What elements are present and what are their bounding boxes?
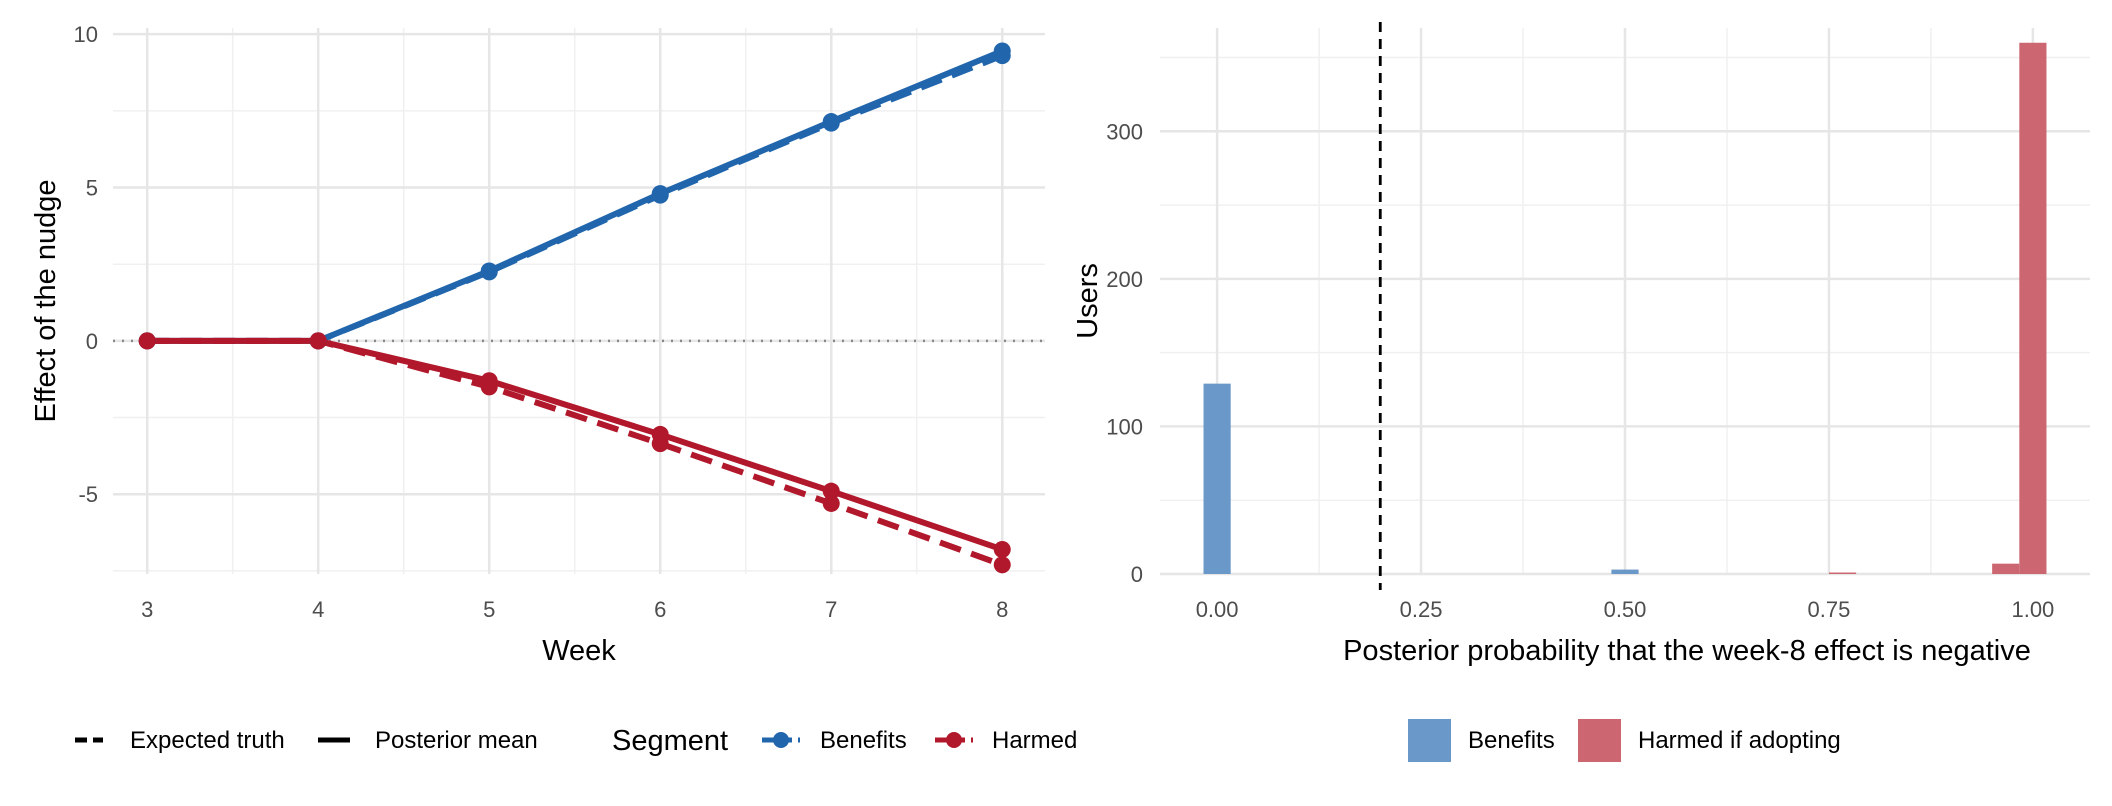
right-grid-major bbox=[1160, 28, 2090, 576]
y-tick-label: 5 bbox=[86, 176, 98, 201]
legend-key-benefits-point bbox=[773, 732, 789, 748]
left-grid-minor bbox=[113, 28, 1045, 574]
line-harmed-posterior-mean bbox=[147, 337, 1004, 553]
x-tick-label: 6 bbox=[654, 597, 666, 622]
right-x-tick-labels: 0.00 0.25 0.50 0.75 1.00 bbox=[1196, 597, 2055, 622]
right-grid-minor bbox=[1160, 28, 2090, 574]
left-x-axis-title: Week bbox=[542, 635, 616, 667]
bar-benefits-0 bbox=[1203, 383, 1231, 574]
y-tick-label: 0 bbox=[1131, 562, 1143, 587]
point-harmed-week-6 bbox=[651, 425, 669, 443]
x-tick-label: 0.50 bbox=[1604, 597, 1647, 622]
point-harmed-week-5 bbox=[480, 372, 498, 390]
legend-label-harmed: Harmed bbox=[992, 727, 1077, 754]
x-tick-label: 0.25 bbox=[1400, 597, 1443, 622]
legend-label-expected-truth: Expected truth bbox=[130, 727, 285, 754]
legend-label-posterior-mean: Posterior mean bbox=[375, 727, 538, 754]
legend-key-harmed-point bbox=[946, 732, 962, 748]
bar-harmed-if-adopting-0.7667 bbox=[1828, 572, 1857, 574]
right-x-axis-title: Posterior probability that the week-8 ef… bbox=[1343, 635, 2031, 667]
left-x-tick-labels: 3 4 5 6 7 8 bbox=[141, 597, 1008, 622]
point-harmed-week-4 bbox=[309, 332, 327, 350]
x-tick-label: 7 bbox=[825, 597, 837, 622]
point-benefits-week-6 bbox=[651, 185, 669, 203]
x-tick-label: 8 bbox=[996, 597, 1008, 622]
legend-key-benefits-fill bbox=[1408, 719, 1451, 762]
right-y-tick-labels: 0 100 200 300 bbox=[1106, 119, 1143, 587]
left-grid-major bbox=[113, 28, 1045, 574]
legend-label-harmed-if-adopting: Harmed if adopting bbox=[1638, 727, 1841, 754]
y-tick-label: 200 bbox=[1106, 267, 1143, 292]
legend-label-benefits-hist: Benefits bbox=[1468, 727, 1555, 754]
y-tick-label: 0 bbox=[86, 329, 98, 354]
left-y-axis-title: Effect of the nudge bbox=[30, 180, 62, 423]
y-tick-label: 300 bbox=[1106, 119, 1143, 144]
point-benefits-week-7 bbox=[822, 113, 840, 131]
x-tick-label: 1.00 bbox=[2011, 597, 2054, 622]
right-legend: Benefits Harmed if adopting bbox=[1408, 719, 1841, 762]
bar-harmed-if-adopting-1 bbox=[2019, 42, 2047, 574]
x-tick-label: 4 bbox=[312, 597, 324, 622]
point-harmed-week-8 bbox=[993, 540, 1011, 558]
point-harmed-week-3 bbox=[138, 332, 156, 350]
point-harmed-week-7 bbox=[822, 482, 840, 500]
x-tick-label: 0.00 bbox=[1196, 597, 1239, 622]
right-y-axis-title: Users bbox=[1072, 263, 1104, 339]
legend-title-segment: Segment bbox=[612, 725, 728, 757]
bar-harmed-if-adopting-0.9667 bbox=[1992, 563, 2020, 574]
y-tick-label: 10 bbox=[74, 22, 98, 47]
x-tick-label: 5 bbox=[483, 597, 495, 622]
bar-benefits-0.5 bbox=[1611, 569, 1639, 574]
legend-label-benefits: Benefits bbox=[820, 727, 907, 754]
histogram-bars bbox=[1203, 42, 2047, 574]
legend-key-harmed-fill bbox=[1578, 719, 1621, 762]
left-series-lines bbox=[147, 48, 1004, 568]
point-harmed-week-7 bbox=[822, 494, 840, 512]
x-tick-label: 3 bbox=[141, 597, 153, 622]
y-tick-label: -5 bbox=[78, 482, 98, 507]
left-legend: Expected truth Posterior mean Segment Be… bbox=[75, 725, 1077, 757]
x-tick-label: 0.75 bbox=[1808, 597, 1851, 622]
left-y-tick-labels: -5 0 5 10 bbox=[74, 22, 98, 507]
left-series-points bbox=[138, 42, 1011, 574]
point-harmed-week-8 bbox=[993, 556, 1011, 574]
point-benefits-week-5 bbox=[480, 262, 498, 280]
y-tick-label: 100 bbox=[1106, 414, 1143, 439]
point-benefits-week-8 bbox=[993, 42, 1011, 60]
